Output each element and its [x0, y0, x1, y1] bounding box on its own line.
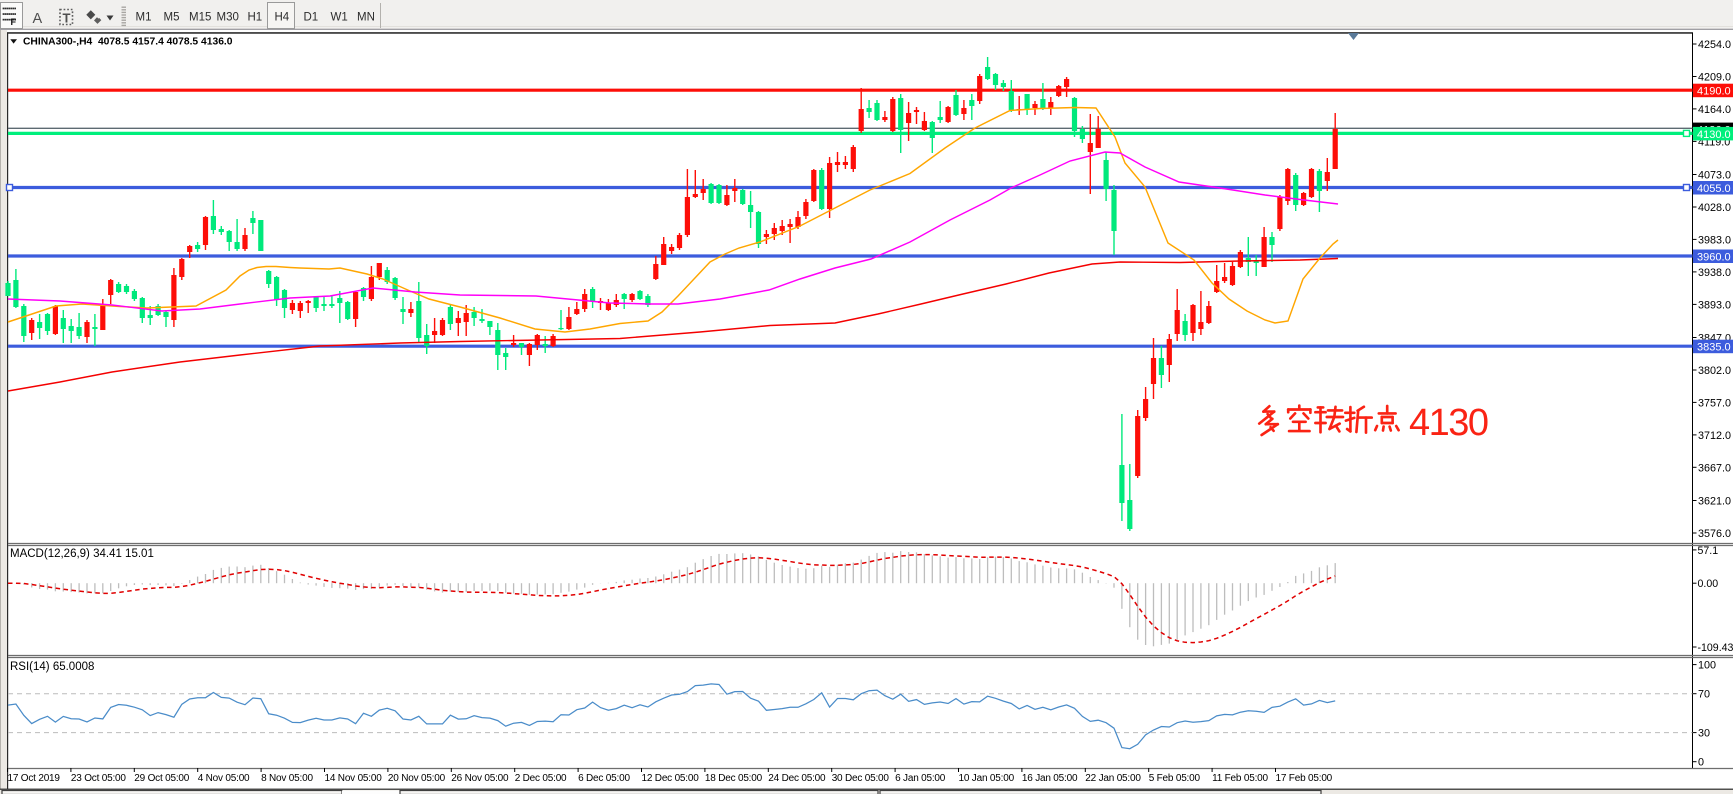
svg-text:0.00: 0.00 [1698, 578, 1719, 590]
svg-text:CHINA300-,H4 4078.5 4157.4 40: CHINA300-,H4 4078.5 4157.4 4078.5 4136.0 [23, 37, 233, 48]
svg-text:H1: H1 [248, 12, 263, 24]
svg-text:4209.0: 4209.0 [1698, 72, 1731, 84]
svg-text:26 Nov 05:00: 26 Nov 05:00 [451, 773, 509, 784]
svg-text:3938.0: 3938.0 [1698, 267, 1731, 279]
svg-text:57.1: 57.1 [1698, 545, 1719, 557]
svg-text:12 Dec 05:00: 12 Dec 05:00 [642, 773, 700, 784]
svg-text:MACD(12,26,9) 34.41 15.01: MACD(12,26,9) 34.41 15.01 [10, 548, 154, 560]
svg-text:MN: MN [357, 12, 375, 24]
svg-text:F: F [11, 17, 17, 27]
svg-text:4190.0: 4190.0 [1697, 86, 1731, 98]
svg-text:10 Jan 05:00: 10 Jan 05:00 [959, 773, 1015, 784]
svg-text:20 Nov 05:00: 20 Nov 05:00 [388, 773, 446, 784]
svg-text:22 Jan 05:00: 22 Jan 05:00 [1085, 773, 1141, 784]
svg-text:4254.0: 4254.0 [1698, 39, 1731, 51]
svg-text:4130.0: 4130.0 [1697, 129, 1731, 141]
svg-text:16 Jan 05:00: 16 Jan 05:00 [1022, 773, 1078, 784]
svg-text:4 Nov 05:00: 4 Nov 05:00 [198, 773, 250, 784]
svg-text:3576.0: 3576.0 [1698, 528, 1731, 540]
svg-text:M5: M5 [164, 12, 180, 24]
svg-text:H4: H4 [275, 12, 290, 24]
svg-text:M30: M30 [217, 12, 239, 24]
svg-text:29 Oct 05:00: 29 Oct 05:00 [134, 773, 189, 784]
svg-text:17 Oct 2019: 17 Oct 2019 [8, 773, 61, 784]
svg-text:14 Nov 05:00: 14 Nov 05:00 [325, 773, 383, 784]
svg-text:6 Dec 05:00: 6 Dec 05:00 [578, 773, 630, 784]
svg-text:T: T [63, 11, 71, 26]
svg-text:3712.0: 3712.0 [1698, 430, 1731, 442]
svg-text:4130: 4130 [1409, 402, 1488, 444]
svg-text:23 Oct 05:00: 23 Oct 05:00 [71, 773, 126, 784]
svg-text:W1: W1 [331, 12, 348, 24]
svg-text:11 Feb 05:00: 11 Feb 05:00 [1212, 773, 1268, 784]
svg-text:3835.0: 3835.0 [1697, 342, 1731, 354]
svg-text:M1: M1 [136, 12, 152, 24]
svg-text:70: 70 [1698, 689, 1710, 701]
svg-text:6 Jan 05:00: 6 Jan 05:00 [895, 773, 946, 784]
svg-text:4028.0: 4028.0 [1698, 202, 1731, 214]
svg-text:17 Feb 05:00: 17 Feb 05:00 [1276, 773, 1333, 784]
svg-text:100: 100 [1698, 660, 1716, 672]
svg-text:8 Nov 05:00: 8 Nov 05:00 [261, 773, 313, 784]
svg-text:30 Dec 05:00: 30 Dec 05:00 [832, 773, 890, 784]
svg-text:18 Dec 05:00: 18 Dec 05:00 [705, 773, 763, 784]
svg-text:A: A [33, 11, 43, 27]
svg-text:3802.0: 3802.0 [1698, 365, 1731, 377]
svg-text:0: 0 [1698, 757, 1704, 769]
svg-text:D1: D1 [304, 12, 319, 24]
svg-text:3960.0: 3960.0 [1697, 252, 1731, 264]
svg-text:30: 30 [1698, 728, 1710, 740]
svg-text:24 Dec 05:00: 24 Dec 05:00 [768, 773, 826, 784]
svg-text:3757.0: 3757.0 [1698, 397, 1731, 409]
svg-text:5 Feb 05:00: 5 Feb 05:00 [1149, 773, 1201, 784]
svg-text:-109.43: -109.43 [1698, 642, 1733, 654]
svg-text:3621.0: 3621.0 [1698, 496, 1731, 508]
svg-text:3893.0: 3893.0 [1698, 299, 1731, 311]
svg-text:3983.0: 3983.0 [1698, 234, 1731, 246]
svg-text:2 Dec 05:00: 2 Dec 05:00 [515, 773, 567, 784]
svg-text:3667.0: 3667.0 [1698, 462, 1731, 474]
svg-text:M15: M15 [189, 12, 211, 24]
svg-text:4055.0: 4055.0 [1697, 183, 1731, 195]
svg-text:RSI(14) 65.0008: RSI(14) 65.0008 [10, 661, 94, 673]
svg-text:4164.0: 4164.0 [1698, 104, 1731, 116]
svg-text:4073.0: 4073.0 [1698, 170, 1731, 182]
